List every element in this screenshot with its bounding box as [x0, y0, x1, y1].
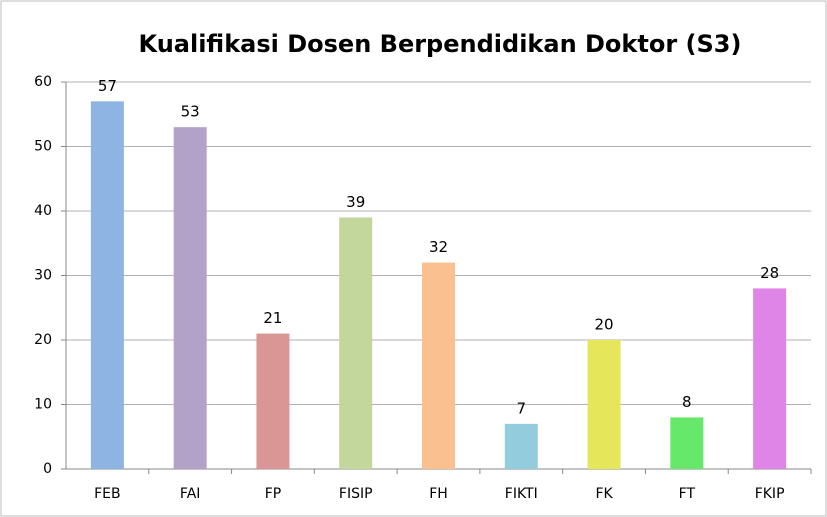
data-label: 20 — [595, 316, 614, 334]
bar — [504, 423, 538, 469]
data-label: 39 — [346, 193, 365, 211]
bar — [670, 417, 704, 469]
x-tick-label: FK — [595, 486, 613, 502]
data-label: 8 — [682, 393, 692, 411]
y-tick-label: 20 — [34, 332, 52, 348]
data-label: 53 — [181, 103, 200, 121]
bar — [173, 127, 207, 470]
x-tick-label: FISIP — [339, 486, 373, 502]
y-tick-label: 40 — [34, 203, 52, 219]
bar — [753, 288, 787, 469]
x-tick-label: FH — [429, 486, 448, 502]
data-label: 7 — [517, 399, 527, 417]
data-label: 32 — [429, 238, 448, 256]
x-tick-label: FEB — [94, 486, 121, 502]
bar — [587, 340, 621, 469]
x-tick-label: FAI — [180, 486, 200, 502]
y-tick-label: 30 — [34, 268, 52, 284]
x-tick-label: FT — [679, 486, 696, 502]
data-label: 28 — [760, 264, 779, 282]
data-label: 57 — [98, 77, 117, 95]
x-tick-label: FP — [265, 486, 282, 502]
y-tick-label: 50 — [34, 139, 52, 155]
x-tick-label: FIKTI — [505, 486, 538, 502]
y-tick-label: 60 — [34, 74, 52, 90]
data-label: 21 — [263, 309, 282, 327]
y-tick-label: 0 — [43, 461, 52, 477]
bar — [90, 101, 124, 469]
bar — [339, 217, 373, 469]
chart-title: Kualifikasi Dosen Berpendidikan Doktor (… — [139, 30, 742, 58]
bar — [256, 333, 290, 469]
x-tick-label: FKIP — [755, 486, 785, 502]
y-tick-label: 10 — [34, 397, 52, 413]
bar — [422, 262, 455, 469]
